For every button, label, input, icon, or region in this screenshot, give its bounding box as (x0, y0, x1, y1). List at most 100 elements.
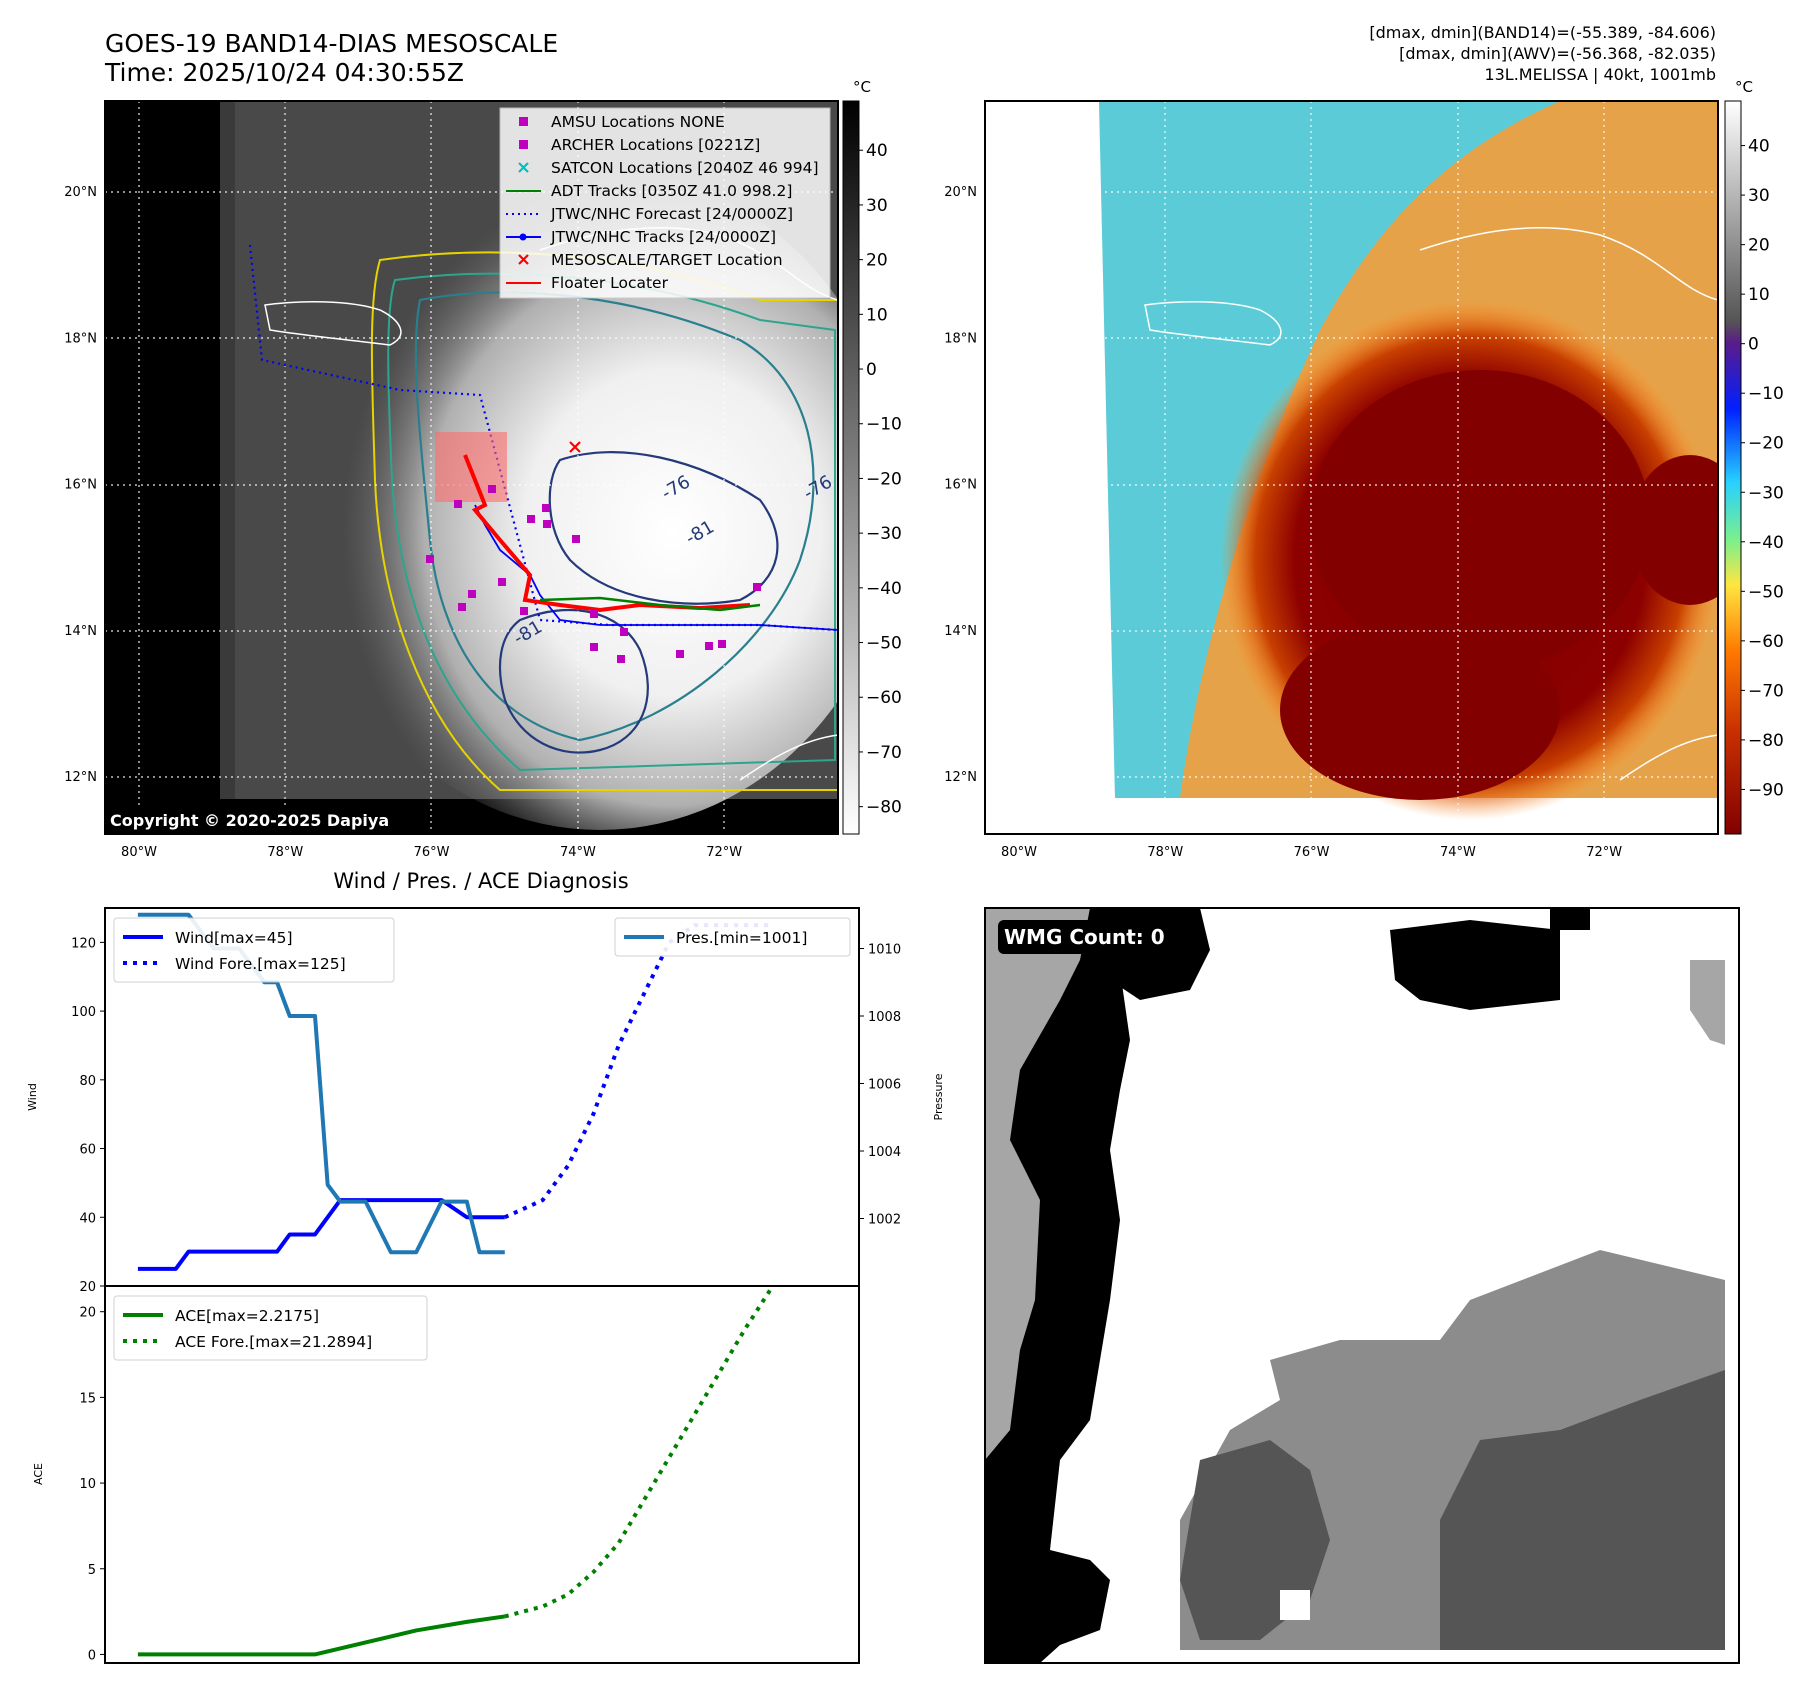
ace-ytick-label: 15 (79, 1391, 96, 1406)
wmg-white-patch (1280, 1590, 1310, 1620)
wind-ytick-label: 40 (79, 1211, 96, 1226)
band14-stats: [dmax, dmin](BAND14)=(-55.389, -84.606) (1369, 23, 1716, 42)
wmg-dark-gray-east (1440, 1370, 1725, 1650)
pressure-ytick-label: 1004 (868, 1145, 901, 1160)
wv-cb-ticklabel: 10 (1748, 285, 1770, 305)
wv-cb-ticklabel: −90 (1748, 780, 1784, 800)
wv-jamaica-outline (1144, 301, 1282, 346)
lon-label: 80°W (1001, 845, 1037, 860)
wind-legend-label: Wind Fore.[max=125] (175, 955, 346, 973)
lon-label: 76°W (414, 845, 450, 860)
ir-contour-navy-south (498, 608, 649, 754)
ir-cb-ticklabel: 30 (866, 196, 888, 216)
ir-cb-ticklabel: 20 (866, 251, 888, 271)
storm-info: 13L.MELISSA | 40kt, 1001mb (1484, 65, 1716, 84)
wv-cb-ticklabel: 20 (1748, 236, 1770, 256)
ace-series-line (137, 1614, 506, 1657)
legend-x-marker (518, 162, 529, 173)
pressure-legend: Pres.[min=1001] (614, 917, 851, 957)
wv-core-north (1310, 370, 1650, 670)
wv-map-panel (985, 101, 1718, 834)
wv-cb-ticklabel: −80 (1748, 731, 1784, 751)
pressure-ytick-label: 1008 (868, 1010, 901, 1025)
map-legend-item: JTWC/NHC Tracks [24/0000Z] (506, 228, 776, 246)
ir-lon-labels: 80°W 78°W 76°W 74°W 72°W (121, 845, 742, 860)
copyright-box (105, 806, 425, 834)
lat-label: 14°N (944, 624, 977, 639)
pressure-legend-box (614, 917, 851, 957)
wv-lat-labels: 20°N 18°N 16°N 14°N 12°N (944, 185, 977, 785)
ir-colorbar (842, 100, 860, 835)
map-legend-item: AMSU Locations NONE (519, 113, 725, 131)
mesoscale-target-marker (569, 441, 581, 453)
wmg-gray-ne (1690, 960, 1725, 1045)
legend-square-marker (519, 117, 528, 126)
lon-label: 78°W (1147, 845, 1183, 860)
map-legend-label: Floater Locater (551, 274, 669, 292)
diagnosis-title: Wind / Pres. / ACE Diagnosis (333, 869, 628, 893)
wv-hispaniola-outline (1419, 227, 1718, 301)
wind-forecast-line (503, 923, 771, 1220)
wv-cb-ticklabel: −60 (1748, 632, 1784, 652)
wv-core-east (1630, 455, 1718, 605)
wv-core-south (1280, 620, 1560, 800)
wind-ytick-label: 20 (79, 1280, 96, 1295)
ir-cb-ticklabel: −70 (866, 743, 902, 763)
wv-colombia-coast (1619, 734, 1718, 781)
wind-legend-label: Wind[max=45] (175, 929, 293, 947)
ace-legend-label: ACE Fore.[max=21.2894] (175, 1333, 372, 1351)
map-legend-label: MESOSCALE/TARGET Location (551, 251, 783, 269)
legend-square-marker (519, 140, 528, 149)
ace-ytick-label: 10 (79, 1477, 96, 1492)
lat-label: 18°N (64, 331, 97, 346)
map-legend: AMSU Locations NONE ARCHER Locations [022… (506, 113, 819, 292)
wmg-count: WMG Count: 0 (1004, 925, 1165, 949)
lat-label: 12°N (64, 770, 97, 785)
ir-colorbar-ticks: 40 30 20 10 0 −10 −20 −30 −40 −50 −60 −70 −80 (859, 141, 902, 818)
legend-dot-marker (519, 233, 527, 241)
pressure-ytick-label: 1006 (868, 1078, 901, 1093)
ir-cb-ticklabel: −60 (866, 688, 902, 708)
map-legend-item: ADT Tracks [0350Z 41.0 998.2] (506, 182, 792, 200)
copyright: Copyright © 2020-2025 Dapiya (110, 811, 389, 830)
wv-colorbar (1724, 100, 1742, 835)
ir-cb-ticklabel: −30 (866, 524, 902, 544)
pressure-legend-label: Pres.[min=1001] (676, 929, 807, 947)
awv-stats: [dmax, dmin](AWV)=(-56.368, -82.035) (1399, 44, 1716, 63)
wind-legend: Wind[max=45] Wind Fore.[max=125] (113, 917, 395, 983)
wmg-frame (984, 907, 1740, 1664)
wv-cb-ticklabel: 30 (1748, 186, 1770, 206)
lat-label: 18°N (944, 331, 977, 346)
wmg-count-badge (998, 920, 1178, 954)
wmg-black-west (985, 908, 1130, 1663)
map-legend-box (499, 107, 831, 299)
wv-cb-ticklabel: −20 (1748, 434, 1784, 454)
lat-label: 12°N (944, 770, 977, 785)
lon-label: 74°W (1440, 845, 1476, 860)
ir-cb-ticklabel: 0 (866, 360, 877, 380)
jtwc-track-line (474, 504, 838, 631)
ace-legend-label: ACE[max=2.2175] (175, 1307, 319, 1325)
wmg-black-top (1550, 908, 1590, 930)
wv-colorbar-ticks: 40 30 20 10 0 −10 −20 −30 −40 −50 −60 −70 −80 −90 (1741, 137, 1784, 800)
wind-ytick-label: 80 (79, 1074, 96, 1089)
ir-contour-teal (414, 291, 815, 742)
ir-cb-ticklabel: −10 (866, 415, 902, 435)
map-legend-item: JTWC/NHC Forecast [24/0000Z] (506, 205, 793, 223)
ir-map-frame (104, 100, 839, 835)
ir-cb-ticklabel: 40 (866, 141, 888, 161)
pressure-ylabel: Pressure (932, 1073, 945, 1120)
legend-x-marker (518, 254, 529, 265)
colombia-coast (739, 734, 838, 781)
wind-chart: 20 40 60 80 100 120 1002 1004 1006 1008 1010 Wind[m… (71, 912, 901, 1295)
wv-colorbar-unit: °C (1735, 78, 1753, 96)
map-legend-item: MESOSCALE/TARGET Location (518, 251, 783, 269)
map-legend-label: ARCHER Locations [0221Z] (551, 136, 760, 154)
map-legend-label: AMSU Locations NONE (551, 113, 725, 131)
ace-ytick-label: 20 (79, 1306, 96, 1321)
ir-colorbar-unit: °C (853, 78, 871, 96)
wv-cb-ticklabel: −40 (1748, 533, 1784, 553)
ir-cb-ticklabel: 10 (866, 305, 888, 325)
lon-label: 72°W (706, 845, 742, 860)
